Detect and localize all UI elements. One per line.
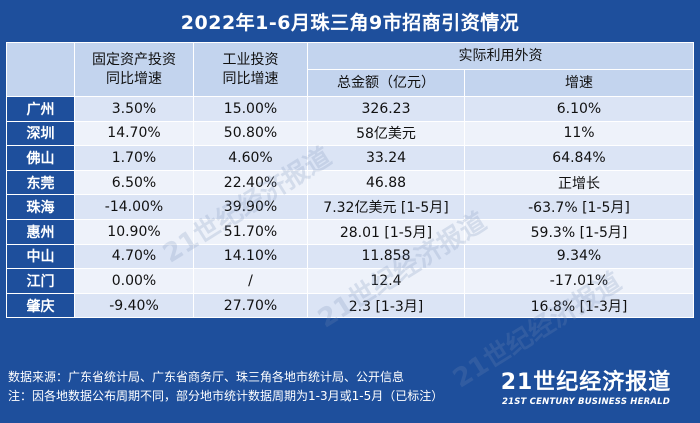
page-title: 2022年1-6月珠三角9市招商引资情况 — [180, 11, 520, 34]
header-fixed-asset: 固定资产投资 同比增速 — [74, 42, 194, 97]
header-fixed-asset-line2: 同比增速 — [106, 70, 162, 87]
period-note: 注：因各地数据公布周期不同，部分地市统计数据周期为1-3月或1-5月（已标注） — [8, 389, 444, 403]
fdi-growth-cell: 正增长 — [464, 169, 694, 196]
city-cell: 深圳 — [6, 120, 75, 147]
table-row: 广州 3.50% 15.00% 326.23 6.10% — [6, 96, 694, 122]
table-row: 江门 0.00% / 12.4 -17.01% — [6, 268, 694, 294]
fdi-total-cell: 11.858 — [307, 243, 465, 270]
fixed-asset-cell: 14.70% — [74, 120, 194, 147]
city-cell: 中山 — [6, 243, 75, 270]
header-fixed-asset-line1: 固定资产投资 — [92, 51, 176, 68]
fixed-asset-cell: 10.90% — [74, 218, 194, 245]
fixed-asset-cell: 1.70% — [74, 145, 194, 171]
industrial-cell: 4.60% — [193, 145, 308, 171]
city-cell: 珠海 — [6, 194, 75, 220]
header-industrial-line1: 工业投资 — [222, 51, 279, 68]
fdi-total-cell: 12.4 — [307, 268, 465, 294]
industrial-cell: 50.80% — [193, 120, 308, 147]
industrial-cell: 27.70% — [193, 292, 308, 319]
fixed-asset-cell: 3.50% — [74, 96, 194, 122]
city-cell: 东莞 — [6, 169, 75, 196]
city-cell: 佛山 — [6, 145, 75, 171]
fdi-total-cell: 326.23 — [307, 96, 465, 122]
brand-logo: 21世纪经济报道 21ST CENTURY BUSINESS HERALD — [486, 370, 686, 408]
fdi-growth-cell: -63.7% [1-5月] — [464, 194, 694, 220]
header-fdi-growth: 增速 — [464, 69, 694, 97]
fdi-total-cell: 33.24 — [307, 145, 465, 171]
table-row: 珠海 -14.00% 39.90% 7.32亿美元 [1-5月] -63.7% … — [6, 194, 694, 220]
table-row: 惠州 10.90% 51.70% 28.01 [1-5月] 59.3% [1-5… — [6, 218, 694, 245]
header-industrial-line2: 同比增速 — [222, 70, 279, 87]
logo-cn: 21世纪经济报道 — [500, 370, 672, 395]
industrial-cell: 39.90% — [193, 194, 308, 220]
logo-en: 21ST CENTURY BUSINESS HERALD — [501, 397, 671, 407]
industrial-cell: 15.00% — [193, 96, 308, 122]
data-source-note: 数据来源：广东省统计局、广东省商务厅、珠三角各地市统计局、公开信息 — [8, 370, 405, 384]
table-row: 深圳 14.70% 50.80% 58亿美元 11% — [6, 120, 694, 147]
city-cell: 江门 — [6, 268, 75, 294]
fdi-growth-cell: 59.3% [1-5月] — [464, 218, 694, 245]
fdi-total-cell: 46.88 — [307, 169, 465, 196]
fdi-growth-cell: -17.01% — [464, 268, 694, 294]
fdi-total-cell: 7.32亿美元 [1-5月] — [307, 194, 465, 220]
footer-notes: 数据来源：广东省统计局、广东省商务厅、珠三角各地市统计局、公开信息 注：因各地数… — [8, 368, 508, 406]
header-industrial: 工业投资 同比增速 — [193, 42, 308, 97]
header-row-1: 固定资产投资 同比增速 工业投资 同比增速 实际利用外资 — [6, 42, 694, 97]
fdi-growth-cell: 64.84% — [464, 145, 694, 171]
industrial-cell: 22.40% — [193, 169, 308, 196]
fixed-asset-cell: 6.50% — [74, 169, 194, 196]
fixed-asset-cell: 0.00% — [74, 268, 194, 294]
fdi-growth-cell: 9.34% — [464, 243, 694, 270]
industrial-cell: 14.10% — [193, 243, 308, 270]
fdi-growth-cell: 16.8% [1-3月] — [464, 292, 694, 319]
table-row: 中山 4.70% 14.10% 11.858 9.34% — [6, 243, 694, 270]
fixed-asset-cell: -14.00% — [74, 194, 194, 220]
fdi-growth-cell: 11% — [464, 120, 694, 147]
table-row: 佛山 1.70% 4.60% 33.24 64.84% — [6, 145, 694, 171]
header-fdi-total: 总金额（亿元） — [307, 69, 465, 97]
fdi-total-cell: 28.01 [1-5月] — [307, 218, 465, 245]
city-cell: 广州 — [6, 96, 75, 122]
table-row: 肇庆 -9.40% 27.70% 2.3 [1-3月] 16.8% [1-3月] — [6, 292, 694, 319]
industrial-cell: 51.70% — [193, 218, 308, 245]
table-row: 东莞 6.50% 22.40% 46.88 正增长 — [6, 169, 694, 196]
fdi-total-cell: 2.3 [1-3月] — [307, 292, 465, 319]
city-cell: 肇庆 — [6, 292, 75, 319]
fixed-asset-cell: -9.40% — [74, 292, 194, 319]
header-corner — [6, 42, 75, 97]
fixed-asset-cell: 4.70% — [74, 243, 194, 270]
fdi-total-cell: 58亿美元 — [307, 120, 465, 147]
investment-table: 固定资产投资 同比增速 工业投资 同比增速 实际利用外资 总金额（亿元） 增速 … — [6, 42, 694, 319]
fdi-growth-cell: 6.10% — [464, 96, 694, 122]
city-cell: 惠州 — [6, 218, 75, 245]
industrial-cell: / — [193, 268, 308, 294]
header-fdi: 实际利用外资 — [307, 42, 694, 70]
header-row-2: 总金额（亿元） 增速 — [7, 69, 694, 97]
